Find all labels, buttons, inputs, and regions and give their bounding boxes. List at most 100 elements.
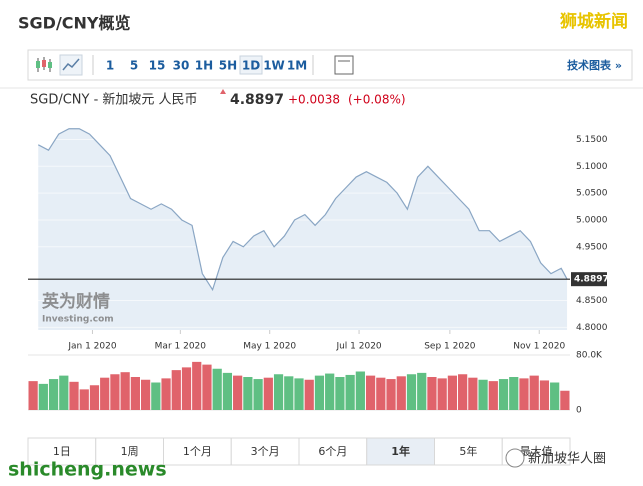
range-label[interactable]: 最大值 (520, 444, 553, 458)
range-label[interactable]: 3个月 (251, 445, 280, 458)
x-tick-label: Mar 1 2020 (155, 342, 207, 352)
volume-bar (233, 375, 243, 410)
range-button[interactable] (95, 437, 164, 466)
volume-bar (38, 383, 48, 410)
svg-text:Investing.com: Investing.com (42, 315, 114, 325)
toolbar (27, 49, 633, 81)
volume-bar (48, 379, 59, 410)
change: +0.0038 (288, 93, 340, 107)
volume-bar (345, 374, 355, 410)
volume-bar (529, 375, 539, 410)
range-button[interactable] (27, 437, 97, 466)
range-label[interactable]: 5年 (459, 444, 477, 458)
x-tick-label: Jul 1 2020 (335, 342, 381, 352)
volume-bar (365, 375, 376, 410)
interval-button[interactable]: 1D (242, 59, 260, 73)
volume-bar (273, 374, 284, 410)
volume-bar (100, 377, 110, 410)
area (38, 128, 568, 330)
volume-bar (304, 379, 314, 410)
interval-button[interactable]: 1H (195, 59, 213, 73)
volume-bar (396, 376, 406, 410)
volume-bar (192, 361, 202, 410)
volume-bar (560, 390, 570, 410)
interval-button[interactable]: 30 (173, 59, 190, 73)
range-button[interactable] (366, 437, 435, 466)
volume-bar (243, 377, 253, 410)
volume-bar (120, 372, 130, 410)
range-button[interactable] (298, 437, 368, 466)
interval-selected (239, 55, 263, 75)
x-tick-label: Nov 1 2020 (513, 342, 565, 352)
range-button[interactable] (163, 437, 232, 466)
volume-bar (140, 379, 151, 410)
range-button[interactable] (434, 437, 503, 466)
candle-icon[interactable] (36, 57, 52, 72)
interval-button[interactable]: 5 (130, 59, 138, 73)
x-tick-label: Sep 1 2020 (424, 342, 476, 352)
up-arrow (220, 89, 226, 94)
y-tick-label: 4.9500 (576, 242, 608, 252)
account-icon (505, 448, 525, 468)
volume-bar (509, 377, 519, 410)
change-pct: (+0.08%) (348, 93, 406, 107)
volume-bar (478, 379, 488, 410)
volume-tick-label: 80.0K (576, 351, 603, 361)
y-tick-label: 5.1500 (576, 135, 608, 145)
interval-button[interactable]: 1M (287, 59, 307, 73)
range-label[interactable]: 1日 (53, 445, 71, 458)
account-watermark: 新加坡华人圈 (528, 451, 606, 467)
range-label[interactable]: 1个月 (183, 445, 212, 458)
y-tick-label: 5.0000 (576, 215, 608, 225)
volume-bar (202, 364, 212, 410)
volume-bar (335, 377, 345, 410)
area-icon-line (62, 58, 80, 71)
investing-logo: 英为财情 Investing.com (42, 291, 114, 325)
settings-icon[interactable] (334, 55, 354, 75)
x-tick-label: May 1 2020 (243, 342, 296, 352)
volume-bar (386, 379, 396, 410)
range-label[interactable]: 6个月 (318, 445, 347, 458)
y-tick-label: 5.0500 (576, 189, 608, 199)
volume-bar (253, 379, 263, 410)
volume-tick-label: 0 (576, 406, 582, 416)
volume-bar (427, 377, 437, 410)
volume-bar (284, 376, 294, 410)
volume-bar (69, 381, 79, 410)
volume-bar (161, 378, 171, 410)
price: 4.8897 (230, 92, 284, 108)
volume-bar (151, 382, 161, 410)
volume-bar (294, 378, 304, 410)
volume-bar (79, 389, 89, 410)
volume-bar (550, 382, 560, 410)
y-tick-label: 5.1000 (576, 162, 608, 172)
interval-button[interactable]: 5H (219, 59, 237, 73)
x-tick-label: Jan 1 2020 (67, 342, 116, 352)
range-bar: 1日 1周 1个月 3个月 6个月 1年 5年 最大值 (27, 437, 571, 466)
volume-bar (488, 381, 498, 410)
area-icon[interactable] (59, 54, 83, 76)
volume-bar (263, 377, 273, 410)
volume-bar (28, 381, 38, 410)
volume-bar (406, 374, 417, 410)
volume-bar (222, 372, 233, 410)
interval-button[interactable]: 15 (149, 59, 166, 73)
volume-bar (212, 368, 222, 410)
volume-bar (59, 375, 69, 410)
interval-button[interactable]: 1W (263, 59, 285, 73)
volume-bar (110, 374, 120, 410)
volume-bar (376, 377, 386, 410)
volume-bar (447, 375, 458, 410)
range-label[interactable]: 1年 (391, 444, 410, 458)
volume-bar (355, 371, 365, 410)
volume-bar (437, 378, 447, 410)
price-chart: 4.8000 4.8500 4.9500 5.0000 5.0500 5.1000 5.15… (28, 128, 609, 416)
y-tick-label: 4.8500 (576, 296, 608, 306)
volume-bar (417, 372, 427, 410)
volume-bar (539, 380, 550, 410)
tech-chart-link[interactable]: 技术图表 » (567, 58, 622, 72)
interval-button[interactable]: 1 (106, 59, 114, 73)
range-label[interactable]: 1周 (121, 445, 139, 458)
volume-bar (468, 377, 478, 410)
